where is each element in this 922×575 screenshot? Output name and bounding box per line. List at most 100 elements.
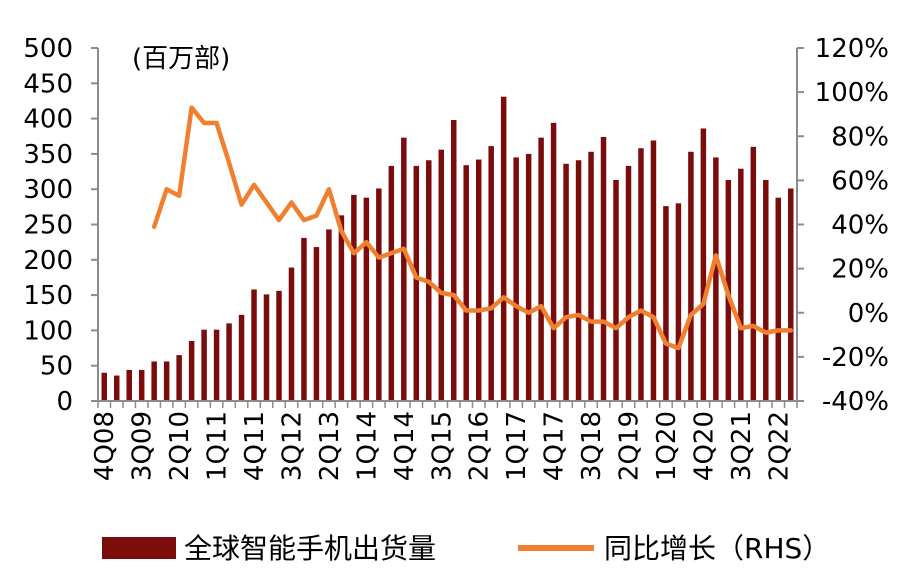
bar — [750, 146, 757, 401]
right-tick-label: 40% — [831, 211, 889, 241]
x-tick-label: 1Q11 — [203, 411, 233, 481]
bar — [463, 165, 469, 401]
bar — [438, 149, 444, 401]
bar — [288, 267, 295, 401]
right-tick-label: 20% — [831, 255, 889, 285]
bar — [563, 163, 569, 401]
bar — [113, 375, 120, 401]
bar — [301, 237, 307, 401]
bar — [575, 160, 582, 401]
right-tick-label: 60% — [831, 166, 889, 196]
unit-label: (百万部) — [132, 44, 230, 74]
legend-bar-label: 全球智能手机出货量 — [184, 532, 436, 565]
bar — [176, 355, 182, 401]
x-tick-label: 3Q18 — [577, 411, 607, 481]
bar — [263, 294, 270, 401]
bar — [126, 369, 132, 401]
bar — [188, 340, 195, 401]
bar — [613, 180, 619, 401]
bar — [600, 136, 607, 401]
bar — [338, 215, 345, 401]
left-tick-label: 400 — [23, 105, 73, 135]
bar — [276, 290, 282, 401]
bar — [500, 96, 507, 402]
right-tick-label: -40% — [822, 387, 889, 417]
bar — [376, 188, 382, 401]
bar — [138, 369, 145, 401]
legend-bar-swatch — [102, 537, 176, 559]
bar — [675, 203, 682, 401]
bar — [788, 188, 794, 401]
line-series — [151, 105, 794, 351]
x-tick-label: 3Q15 — [427, 411, 457, 481]
x-tick-label: 4Q11 — [240, 411, 270, 481]
x-tick-label: 4Q08 — [90, 411, 120, 481]
bar — [538, 137, 544, 401]
bar — [650, 140, 657, 402]
x-tick-label: 3Q09 — [128, 411, 158, 481]
x-tick-label: 4Q17 — [540, 411, 570, 481]
left-tick-label: 0 — [56, 387, 73, 417]
bar — [163, 361, 170, 401]
x-tick-label: 4Q14 — [390, 411, 420, 481]
bar — [713, 157, 719, 401]
left-tick-label: 500 — [23, 34, 73, 64]
x-tick-label: 2Q13 — [315, 411, 345, 481]
bar — [238, 314, 245, 401]
right-tick-label: 0% — [848, 299, 889, 329]
bar — [101, 372, 107, 401]
right-tick-label: 80% — [831, 122, 889, 152]
axes: 0 50 100 150 200 250 300 350 400 450 500 -40% -20% 0%… — [23, 34, 889, 481]
x-tick-label: 2Q19 — [614, 411, 644, 481]
bar — [201, 329, 207, 401]
bar — [213, 329, 220, 401]
left-tick-label: 250 — [23, 211, 73, 241]
right-tick-label: 100% — [815, 78, 889, 108]
bar — [451, 120, 457, 401]
bar — [638, 148, 644, 401]
bar — [775, 197, 782, 401]
x-tick-label: 1Q14 — [352, 411, 382, 481]
x-tick-label: 2Q10 — [165, 411, 195, 481]
bar — [700, 128, 707, 402]
bar — [513, 157, 519, 401]
growth-line — [151, 105, 794, 351]
bar — [401, 137, 407, 401]
x-tick-label: 1Q20 — [652, 411, 682, 481]
left-tick-label: 200 — [23, 246, 73, 276]
bar — [326, 229, 332, 401]
right-tick-label: 120% — [815, 34, 889, 64]
left-tick-label: 50 — [40, 352, 73, 382]
left-tick-label: 150 — [23, 281, 73, 311]
bar-series — [101, 96, 794, 402]
x-tick-label: 2Q16 — [465, 411, 495, 481]
legend-line-label: 同比增长（RHS） — [604, 532, 830, 565]
bar — [351, 194, 357, 401]
bar — [488, 146, 494, 401]
x-tick-label: 3Q12 — [277, 411, 307, 481]
bar — [226, 323, 232, 401]
bar — [413, 165, 420, 401]
left-tick-label: 350 — [23, 140, 73, 170]
bar — [688, 151, 694, 401]
x-tick-label: 2Q22 — [764, 411, 794, 481]
bar — [363, 197, 370, 401]
bar — [738, 168, 744, 401]
right-tick-label: -20% — [822, 343, 889, 373]
bar — [663, 206, 669, 401]
x-tick-label: 1Q17 — [502, 411, 532, 481]
left-tick-label: 100 — [23, 316, 73, 346]
bar — [763, 180, 769, 401]
bar — [251, 289, 257, 401]
bar — [525, 153, 532, 401]
legend: 全球智能手机出货量 同比增长（RHS） — [102, 532, 830, 565]
x-tick-label: 4Q20 — [689, 411, 719, 481]
x-tick-label: 3Q21 — [727, 411, 757, 481]
bar — [313, 247, 320, 401]
bar — [625, 165, 632, 401]
left-tick-label: 450 — [23, 69, 73, 99]
bar — [151, 361, 157, 401]
bar — [388, 165, 395, 401]
bar — [475, 159, 482, 401]
